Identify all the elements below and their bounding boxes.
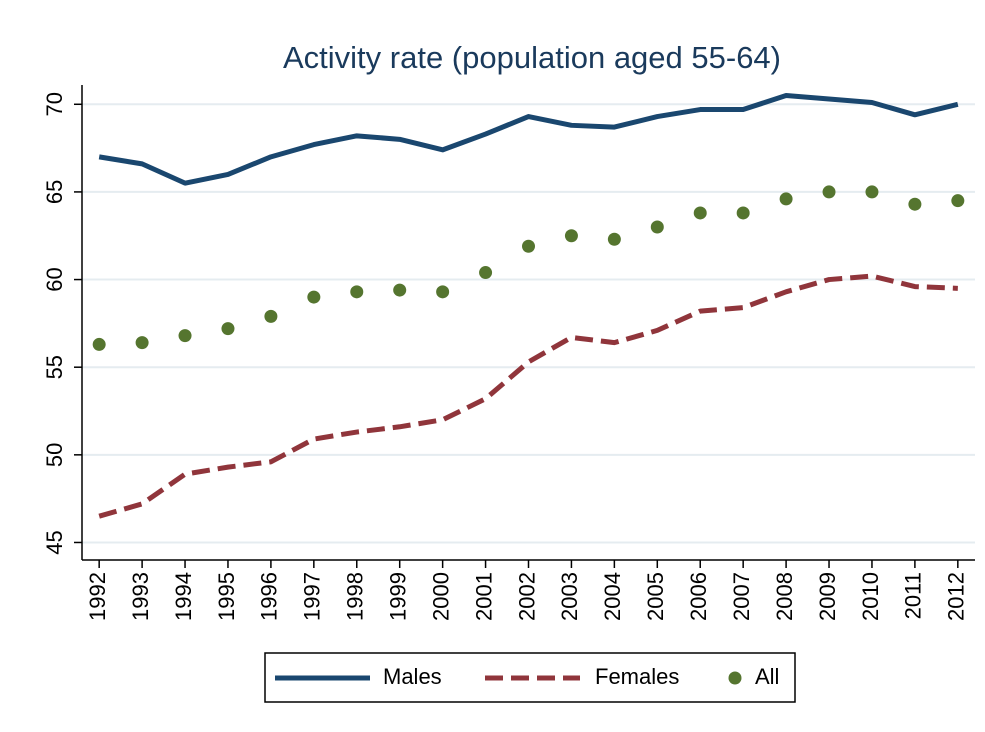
x-tick-label: 1999 (386, 572, 411, 621)
x-tick-label: 2008 (772, 572, 797, 621)
data-point (264, 309, 278, 323)
data-point (178, 329, 192, 343)
data-point (865, 185, 879, 199)
x-tick-label: 2002 (514, 572, 539, 621)
x-tick-label: 1994 (171, 572, 196, 621)
x-tick-label: 2006 (686, 572, 711, 621)
x-tick-label: 2012 (944, 572, 969, 621)
x-tick-label: 2000 (428, 572, 453, 621)
y-tick-label: 65 (42, 180, 67, 204)
data-point (951, 194, 965, 208)
legend-label: Females (595, 664, 679, 689)
x-tick-label: 2007 (729, 572, 754, 621)
x-tick-label: 2001 (471, 572, 496, 621)
data-point (564, 229, 578, 243)
data-point (607, 232, 621, 246)
y-tick-label: 60 (42, 267, 67, 291)
data-point (822, 185, 836, 199)
data-point (693, 206, 707, 220)
y-tick-label: 70 (42, 92, 67, 116)
x-tick-label: 1998 (343, 572, 368, 621)
chart-title: Activity rate (population aged 55-64) (283, 40, 781, 75)
legend-marker (728, 671, 742, 685)
y-tick-label: 55 (42, 355, 67, 379)
data-point (135, 336, 149, 350)
data-point (479, 266, 493, 280)
x-tick-label: 2010 (858, 572, 883, 621)
x-tick-label: 1997 (300, 572, 325, 621)
y-tick-label: 45 (42, 530, 67, 554)
x-tick-label: 1995 (214, 572, 239, 621)
data-point (779, 192, 793, 206)
x-tick-label: 2004 (600, 572, 625, 621)
data-point (350, 285, 364, 299)
x-tick-label: 2009 (815, 572, 840, 621)
x-tick-label: 1993 (128, 572, 153, 621)
x-tick-label: 2011 (901, 572, 926, 619)
x-tick-label: 1992 (85, 572, 110, 621)
data-point (436, 285, 450, 299)
data-point (393, 283, 407, 297)
x-tick-label: 1996 (257, 572, 282, 621)
line-series (98, 273, 958, 519)
data-point (522, 239, 535, 253)
data-point (736, 206, 750, 220)
line-series (98, 93, 959, 186)
data-point (650, 220, 664, 234)
x-tick-label: 2003 (557, 572, 582, 621)
data-point (221, 322, 235, 336)
legend-label: Males (383, 664, 442, 689)
data-point (908, 197, 922, 211)
data-point (307, 290, 321, 304)
y-tick-label: 50 (42, 443, 67, 467)
legend-label: All (755, 664, 779, 689)
x-tick-label: 2005 (643, 572, 668, 621)
data-point (92, 337, 106, 351)
